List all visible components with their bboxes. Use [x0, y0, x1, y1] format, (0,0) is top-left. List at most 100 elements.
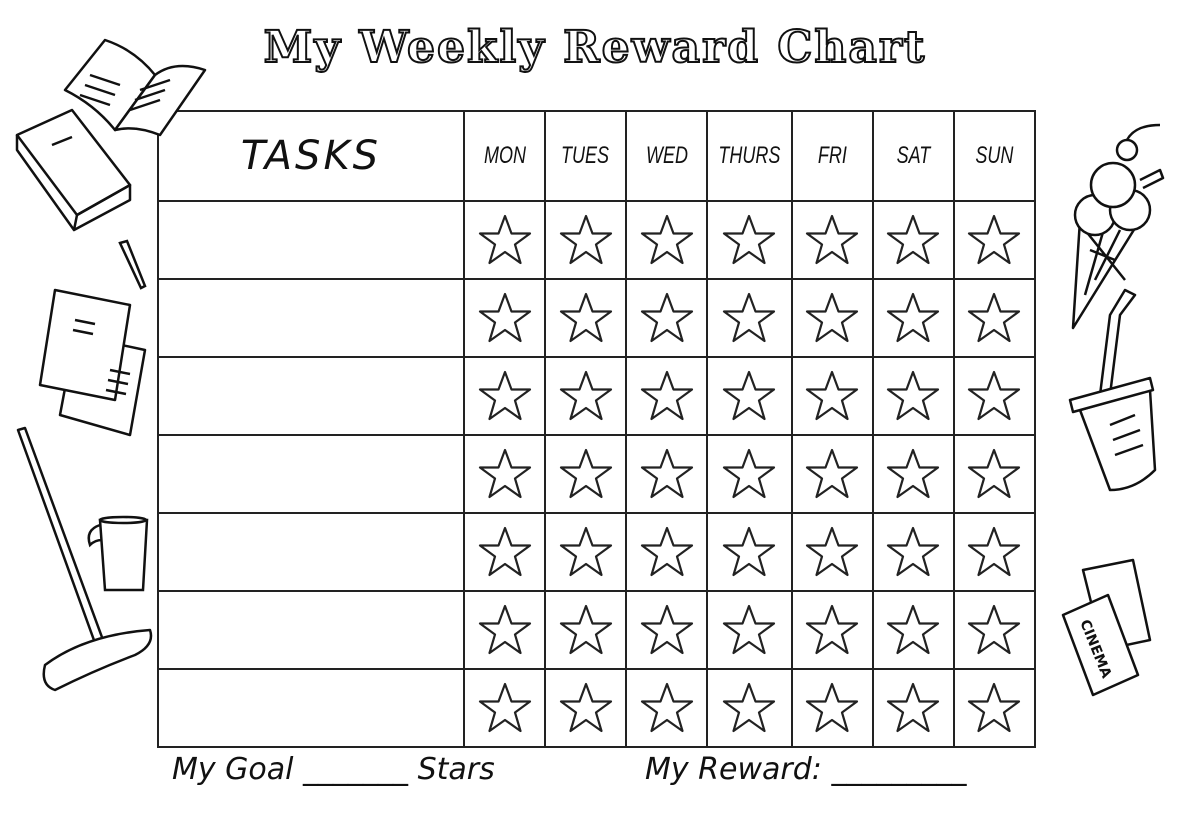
star-cell-thurs[interactable]	[706, 356, 793, 436]
task-cell[interactable]	[157, 356, 465, 436]
day-header-sat: SAT	[871, 110, 955, 202]
star-cell-mon[interactable]	[463, 590, 546, 670]
star-cell-thurs[interactable]	[706, 278, 793, 358]
star-outline-icon	[968, 448, 1021, 499]
star-outline-icon	[559, 604, 612, 655]
star-outline-icon	[559, 682, 612, 733]
star-outline-icon	[478, 604, 531, 655]
task-cell[interactable]	[157, 512, 465, 592]
star-outline-icon	[968, 292, 1021, 343]
day-header-sun: SUN	[952, 110, 1036, 202]
star-cell-tues[interactable]	[544, 200, 627, 280]
star-cell-fri[interactable]	[790, 278, 874, 358]
star-cell-sat[interactable]	[871, 200, 955, 280]
star-cell-sun[interactable]	[952, 590, 1036, 670]
task-cell[interactable]	[157, 434, 465, 514]
star-outline-icon	[887, 448, 940, 499]
star-cell-sat[interactable]	[871, 356, 955, 436]
star-cell-mon[interactable]	[463, 512, 546, 592]
star-cell-wed[interactable]	[625, 356, 708, 436]
star-cell-sun[interactable]	[952, 668, 1036, 748]
star-cell-sat[interactable]	[871, 278, 955, 358]
drink-cup-icon	[1065, 285, 1165, 499]
star-outline-icon	[478, 292, 531, 343]
star-cell-sun[interactable]	[952, 278, 1036, 358]
star-cell-sat[interactable]	[871, 590, 955, 670]
day-header-mon: MON	[463, 110, 546, 202]
ice-cream-icon	[1065, 120, 1165, 339]
star-cell-fri[interactable]	[790, 356, 874, 436]
star-outline-icon	[968, 214, 1021, 265]
star-cell-sat[interactable]	[871, 512, 955, 592]
star-cell-thurs[interactable]	[706, 434, 793, 514]
star-cell-fri[interactable]	[790, 590, 874, 670]
star-cell-tues[interactable]	[544, 668, 627, 748]
mop-icon	[15, 425, 160, 704]
day-label: WED	[645, 142, 688, 169]
task-cell[interactable]	[157, 278, 465, 358]
star-outline-icon	[887, 370, 940, 421]
day-header-wed: WED	[625, 110, 708, 202]
star-cell-tues[interactable]	[544, 512, 627, 592]
star-outline-icon	[806, 604, 859, 655]
star-outline-icon	[887, 526, 940, 577]
star-cell-thurs[interactable]	[706, 590, 793, 670]
star-cell-fri[interactable]	[790, 668, 874, 748]
star-cell-mon[interactable]	[463, 278, 546, 358]
star-cell-mon[interactable]	[463, 356, 546, 436]
star-cell-mon[interactable]	[463, 668, 546, 748]
star-cell-sun[interactable]	[952, 356, 1036, 436]
star-outline-icon	[640, 448, 693, 499]
star-cell-fri[interactable]	[790, 200, 874, 280]
star-cell-wed[interactable]	[625, 668, 708, 748]
star-cell-thurs[interactable]	[706, 512, 793, 592]
star-cell-mon[interactable]	[463, 434, 546, 514]
day-header-thurs: THURS	[706, 110, 793, 202]
star-cell-sun[interactable]	[952, 512, 1036, 592]
goal-line: My Goal _______ Stars	[172, 752, 495, 787]
day-label: MON	[483, 142, 526, 169]
task-cell[interactable]	[157, 668, 465, 748]
star-outline-icon	[723, 370, 776, 421]
star-cell-sun[interactable]	[952, 200, 1036, 280]
star-cell-thurs[interactable]	[706, 200, 793, 280]
star-outline-icon	[968, 604, 1021, 655]
star-outline-icon	[887, 214, 940, 265]
star-cell-wed[interactable]	[625, 512, 708, 592]
star-cell-sun[interactable]	[952, 434, 1036, 514]
star-outline-icon	[806, 682, 859, 733]
reward-line: My Reward: _________	[645, 752, 966, 787]
table-row	[157, 668, 1036, 748]
table-row	[157, 356, 1036, 436]
star-outline-icon	[723, 448, 776, 499]
star-cell-fri[interactable]	[790, 512, 874, 592]
star-outline-icon	[478, 214, 531, 265]
goal-blank[interactable]: _______	[303, 752, 409, 787]
table-row	[157, 434, 1036, 514]
day-label: SUN	[975, 142, 1014, 169]
star-cell-wed[interactable]	[625, 278, 708, 358]
day-header-fri: FRI	[790, 110, 874, 202]
star-cell-fri[interactable]	[790, 434, 874, 514]
star-cell-thurs[interactable]	[706, 668, 793, 748]
star-cell-tues[interactable]	[544, 590, 627, 670]
star-cell-tues[interactable]	[544, 278, 627, 358]
star-cell-sat[interactable]	[871, 434, 955, 514]
star-outline-icon	[640, 214, 693, 265]
star-cell-wed[interactable]	[625, 590, 708, 670]
task-cell[interactable]	[157, 590, 465, 670]
star-outline-icon	[806, 370, 859, 421]
star-cell-wed[interactable]	[625, 200, 708, 280]
star-outline-icon	[968, 682, 1021, 733]
star-outline-icon	[478, 526, 531, 577]
reward-chart-table: TASKS MON TUES WED THURS FRI SAT SUN	[157, 110, 1036, 748]
reward-label: My Reward:	[645, 752, 822, 787]
star-cell-tues[interactable]	[544, 356, 627, 436]
star-outline-icon	[723, 604, 776, 655]
star-cell-tues[interactable]	[544, 434, 627, 514]
star-cell-wed[interactable]	[625, 434, 708, 514]
reward-blank[interactable]: _________	[831, 752, 967, 787]
task-cell[interactable]	[157, 200, 465, 280]
star-cell-sat[interactable]	[871, 668, 955, 748]
star-cell-mon[interactable]	[463, 200, 546, 280]
